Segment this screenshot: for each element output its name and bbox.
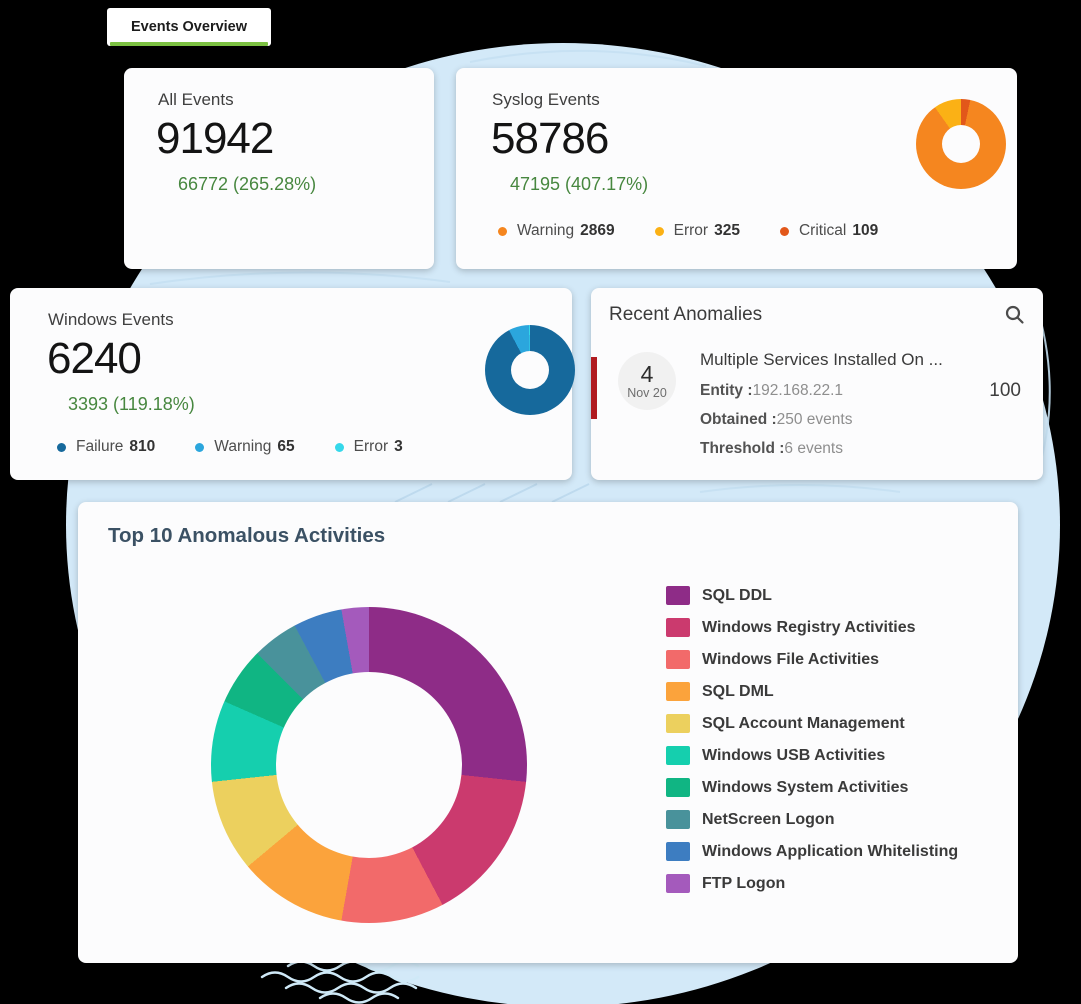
legend-label: Critical xyxy=(798,222,847,239)
legend-label: Error xyxy=(353,438,389,455)
syslog-severity-legend: Warning 2869 Error 325 Critical 109 xyxy=(498,222,878,240)
legend-item-ftp-logon[interactable]: FTP Logon xyxy=(666,874,958,893)
legend-item-sql-ddl[interactable]: SQL DDL xyxy=(666,586,958,605)
anomaly-obtained-row: Obtained :250 events xyxy=(700,409,980,430)
anomaly-entity-row: Entity :192.168.22.1 xyxy=(700,380,980,401)
card-title: Windows Events xyxy=(48,310,174,329)
legend-swatch-icon xyxy=(666,618,690,637)
tab-label: Events Overview xyxy=(130,19,248,35)
legend-label: SQL Account Management xyxy=(702,714,905,732)
legend-value: 109 xyxy=(852,222,879,239)
obtained-label: Obtained : xyxy=(700,411,777,428)
legend-label: NetScreen Logon xyxy=(702,810,835,828)
legend-swatch-icon xyxy=(666,778,690,797)
legend-dot-icon xyxy=(57,442,66,452)
legend-value: 3 xyxy=(394,438,403,455)
legend-item-sql-dml[interactable]: SQL DML xyxy=(666,682,958,701)
obtained-value: 250 events xyxy=(776,411,853,428)
anomaly-list-item[interactable]: 4 Nov 20 Multiple Services Installed On … xyxy=(591,340,1043,468)
legend-label: Failure xyxy=(76,438,124,455)
legend-label: Windows File Activities xyxy=(702,650,880,668)
legend-item-error[interactable]: Error 3 xyxy=(334,438,403,456)
legend-value: 810 xyxy=(129,438,156,455)
tab-events-overview[interactable]: Events Overview xyxy=(107,8,271,46)
legend-item-error[interactable]: Error 325 xyxy=(654,222,740,240)
legend-item-sql-account-management[interactable]: SQL Account Management xyxy=(666,714,958,733)
legend-item-windows-system-activities[interactable]: Windows System Activities xyxy=(666,778,958,797)
card-top10-anomalous-activities: Top 10 Anomalous Activities SQL DDL Windo… xyxy=(78,502,1018,963)
legend-swatch-icon xyxy=(666,714,690,733)
legend-dot-icon xyxy=(334,442,344,452)
legend-swatch-icon xyxy=(666,874,690,893)
anomaly-name: Multiple Services Installed On ... xyxy=(700,350,943,369)
entity-label: Entity : xyxy=(700,382,753,399)
legend-item-windows-usb-activities[interactable]: Windows USB Activities xyxy=(666,746,958,765)
legend-label: SQL DDL xyxy=(702,586,772,604)
legend-value: 325 xyxy=(714,222,740,239)
anomaly-severity-bar xyxy=(591,357,597,419)
legend-item-warning[interactable]: Warning 2869 xyxy=(498,222,615,240)
syslog-events-count: 58786 xyxy=(491,114,609,163)
threshold-value: 6 events xyxy=(784,440,843,457)
legend-dot-icon xyxy=(654,226,664,236)
tab-active-underline xyxy=(110,42,268,46)
legend-value: 2869 xyxy=(580,222,615,239)
windows-severity-donut-chart[interactable] xyxy=(485,325,575,415)
legend-label: Windows Application Whitelisting xyxy=(702,842,959,860)
legend-item-windows-file-activities[interactable]: Windows File Activities xyxy=(666,650,958,669)
card-title: Recent Anomalies xyxy=(609,304,763,325)
legend-dot-icon xyxy=(195,442,205,452)
anomaly-date: Nov 20 xyxy=(627,385,667,400)
legend-item-failure[interactable]: Failure 810 xyxy=(57,438,155,456)
card-all-events: All Events 91942 66772 (265.28%) xyxy=(124,68,434,269)
legend-dot-icon xyxy=(498,226,507,236)
windows-events-delta: 3393 (119.18%) xyxy=(68,394,195,414)
all-events-delta: 66772 (265.28%) xyxy=(178,174,317,194)
anomaly-threshold-row: Threshold :6 events xyxy=(700,438,980,459)
legend-item-windows-application-whitelisting[interactable]: Windows Application Whitelisting xyxy=(666,842,958,861)
syslog-severity-donut-chart[interactable] xyxy=(916,99,1006,189)
legend-value: 65 xyxy=(277,438,295,455)
legend-label: Error xyxy=(673,222,709,239)
anomaly-score: 100 xyxy=(989,380,1021,401)
top10-anomalous-activities-donut-chart[interactable] xyxy=(211,607,527,923)
entity-value: 192.168.22.1 xyxy=(752,382,844,399)
legend-label: Windows Registry Activities xyxy=(702,618,916,636)
anomaly-date-badge: 4 Nov 20 xyxy=(618,352,676,410)
card-windows-events: Windows Events 6240 3393 (119.18%) Failu… xyxy=(10,288,575,480)
card-title: Syslog Events xyxy=(492,90,600,109)
legend-item-netscreen-logon[interactable]: NetScreen Logon xyxy=(666,810,958,829)
threshold-label: Threshold : xyxy=(700,440,785,457)
legend-label: Warning xyxy=(214,438,272,455)
legend-item-critical[interactable]: Critical 109 xyxy=(779,222,879,240)
card-recent-anomalies: Recent Anomalies 4 Nov 20 Multiple Servi… xyxy=(591,288,1043,480)
legend-item-warning[interactable]: Warning 65 xyxy=(195,438,295,456)
anomaly-details: Multiple Services Installed On ... Entit… xyxy=(700,348,980,459)
windows-events-count: 6240 xyxy=(47,334,142,383)
card-syslog-events: Syslog Events 58786 47195 (407.17%) Warn… xyxy=(456,68,1017,269)
legend-label: Warning xyxy=(517,222,575,239)
legend-label: FTP Logon xyxy=(702,874,786,892)
top10-chart-legend: SQL DDL Windows Registry Activities Window… xyxy=(666,586,958,893)
legend-label: Windows USB Activities xyxy=(702,746,886,764)
legend-label: SQL DML xyxy=(702,682,774,700)
legend-swatch-icon xyxy=(666,842,690,861)
legend-swatch-icon xyxy=(666,810,690,829)
legend-swatch-icon xyxy=(666,746,690,765)
legend-swatch-icon xyxy=(666,650,690,669)
search-icon[interactable] xyxy=(1004,304,1025,325)
syslog-events-delta: 47195 (407.17%) xyxy=(510,174,649,194)
legend-swatch-icon xyxy=(666,682,690,701)
legend-dot-icon xyxy=(779,226,789,236)
legend-swatch-icon xyxy=(666,586,690,605)
windows-severity-legend: Failure 810 Warning 65 Error 3 xyxy=(57,438,403,456)
anomaly-day: 4 xyxy=(640,360,654,387)
legend-item-windows-registry-activities[interactable]: Windows Registry Activities xyxy=(666,618,958,637)
card-title: Top 10 Anomalous Activities xyxy=(108,524,386,547)
card-title: All Events xyxy=(158,90,234,109)
all-events-count: 91942 xyxy=(156,114,274,163)
legend-label: Windows System Activities xyxy=(702,778,909,796)
